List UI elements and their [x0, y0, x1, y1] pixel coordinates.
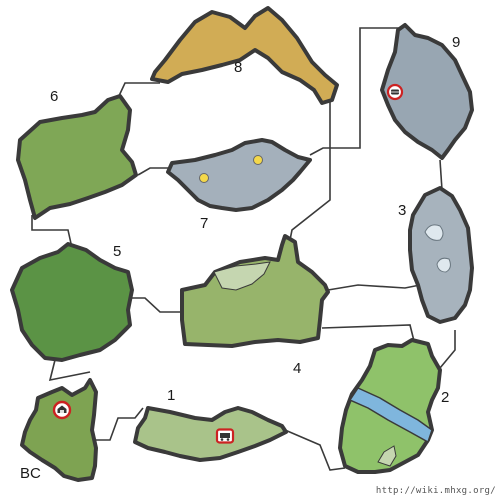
- connector-6-5: [31, 215, 73, 249]
- connector-5-4: [130, 297, 180, 313]
- mining-point-7a: [199, 173, 209, 183]
- connector-4-2: [321, 324, 416, 346]
- connector-7-9: [309, 27, 400, 156]
- area-8[interactable]: [150, 6, 339, 105]
- source-watermark: http://wiki.mhxg.org/: [375, 486, 496, 496]
- ice-pool-3a: [424, 224, 444, 241]
- ice-pool-3b: [436, 257, 451, 273]
- area-5[interactable]: [10, 242, 134, 362]
- area-6[interactable]: [16, 94, 138, 220]
- area-label-4: 4: [293, 360, 302, 377]
- bug-gather-icon[interactable]: [386, 83, 404, 101]
- connector-9-3: [439, 159, 443, 191]
- area-label-bc: BC: [20, 465, 41, 482]
- area-9[interactable]: [380, 23, 474, 160]
- area-label-3: 3: [398, 202, 407, 219]
- river-2: [348, 387, 433, 444]
- area-3[interactable]: [408, 186, 474, 324]
- area-label-8: 8: [234, 59, 243, 76]
- area-label-7: 7: [200, 215, 209, 232]
- pale-patch-4: [213, 261, 271, 291]
- connector-5-bc: [48, 359, 91, 382]
- mining-point-7b: [253, 155, 263, 165]
- area-bc[interactable]: [20, 378, 98, 482]
- connector-bc-1: [95, 407, 144, 441]
- area-7[interactable]: [166, 138, 312, 212]
- area-1[interactable]: [133, 406, 288, 462]
- connector-4-3: [327, 284, 421, 291]
- pale-patch-2: [377, 445, 397, 467]
- connector-6-7: [137, 167, 170, 176]
- area-label-2: 2: [441, 389, 450, 406]
- area-connectors: [31, 27, 456, 471]
- connector-3-2: [439, 330, 456, 369]
- area-label-5: 5: [113, 243, 122, 260]
- connector-1-2: [284, 429, 346, 471]
- area-label-6: 6: [50, 88, 59, 105]
- area-label-9: 9: [452, 34, 461, 51]
- connector-8-4: [289, 100, 331, 241]
- camp-supply-box-icon[interactable]: [52, 400, 72, 420]
- connector-6-8: [117, 82, 160, 99]
- area-label-1: 1: [167, 387, 176, 404]
- area-4[interactable]: [180, 234, 330, 348]
- supply-cart-icon[interactable]: [215, 428, 235, 444]
